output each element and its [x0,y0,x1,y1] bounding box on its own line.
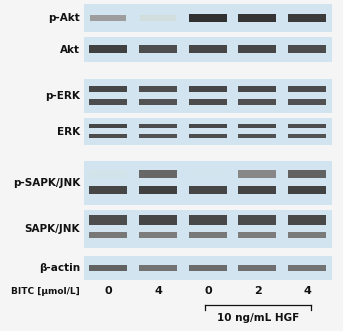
Text: β-actin: β-actin [39,263,80,273]
Text: SAPK/JNK: SAPK/JNK [24,224,80,234]
Text: 4: 4 [303,286,311,296]
Text: p-SAPK/JNK: p-SAPK/JNK [13,178,80,188]
Text: p-ERK: p-ERK [45,91,80,101]
Text: 0: 0 [105,286,113,296]
Text: 10 ng/mL HGF: 10 ng/mL HGF [217,313,299,323]
Text: ERK: ERK [57,127,80,137]
Text: 2: 2 [254,286,261,296]
Text: 0: 0 [204,286,212,296]
Text: Akt: Akt [60,45,80,55]
Text: BITC [μmol/L]: BITC [μmol/L] [11,287,80,296]
Text: p-Akt: p-Akt [48,13,80,23]
Text: 4: 4 [154,286,162,296]
